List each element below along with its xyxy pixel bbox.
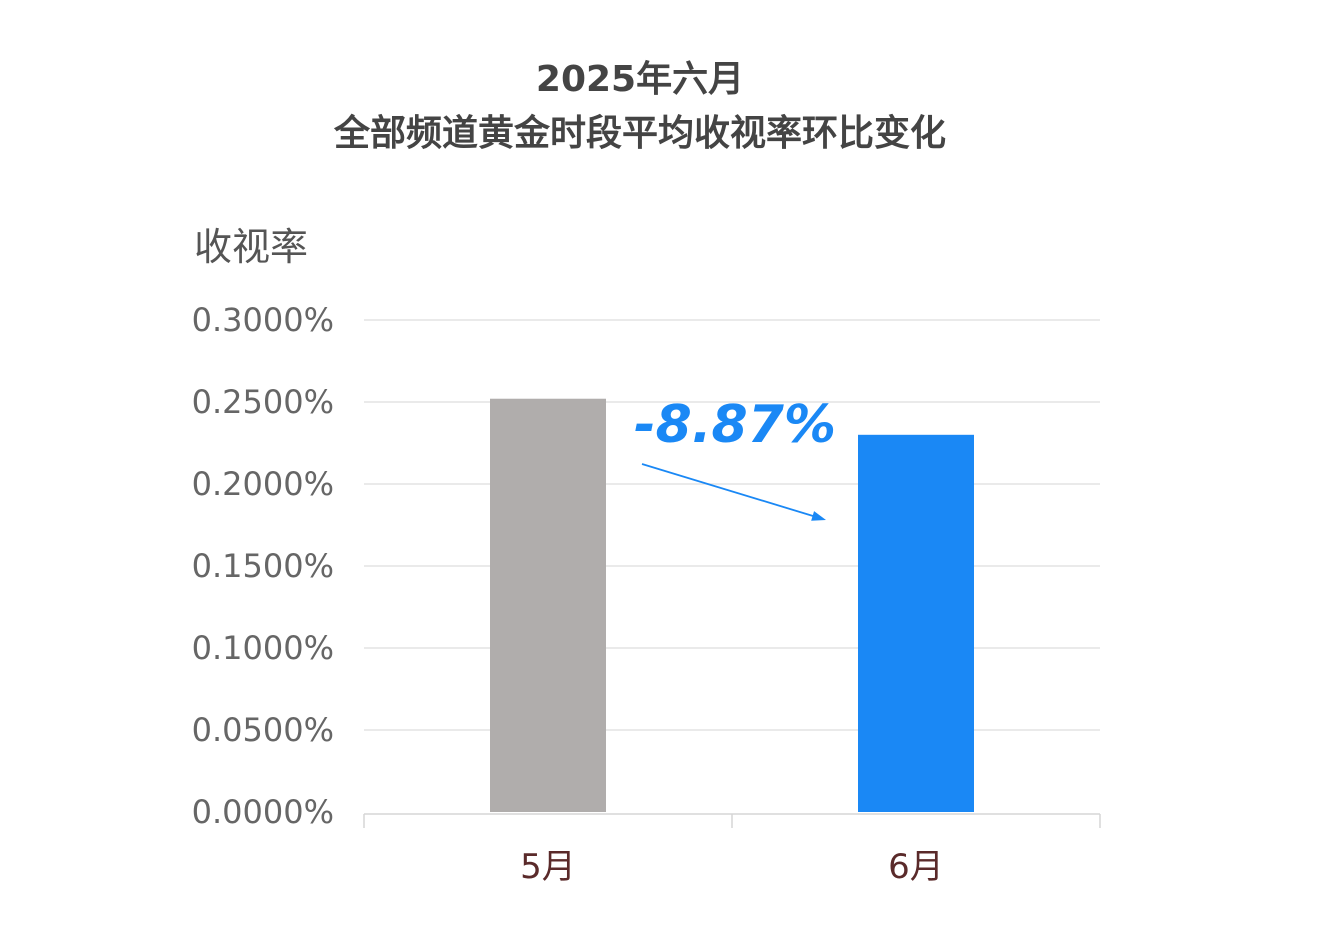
change-arrow-head: [811, 511, 826, 521]
y-tick-label: 0.2000%: [192, 465, 334, 503]
y-tick-label: 0.2500%: [192, 383, 334, 421]
y-tick-label: 0.0500%: [192, 711, 334, 749]
y-axis-label: 收视率: [194, 225, 308, 269]
bar-2: [858, 434, 974, 812]
y-tick-label: 0.1000%: [192, 629, 334, 667]
y-tick-label: 0.0000%: [192, 793, 334, 831]
chart-title-line-1: 2025年六月: [535, 59, 745, 100]
chart-title-line-2: 全部频道黄金时段平均收视率环比变化: [333, 113, 946, 154]
x-tick-label: 5月: [520, 847, 576, 887]
change-annotation: -8.87%: [634, 395, 836, 455]
y-tick-label: 0.3000%: [192, 301, 334, 339]
bar-1: [490, 398, 606, 812]
x-tick-label: 6月: [888, 847, 944, 887]
y-tick-label: 0.1500%: [192, 547, 334, 585]
change-arrow-line: [641, 463, 819, 519]
